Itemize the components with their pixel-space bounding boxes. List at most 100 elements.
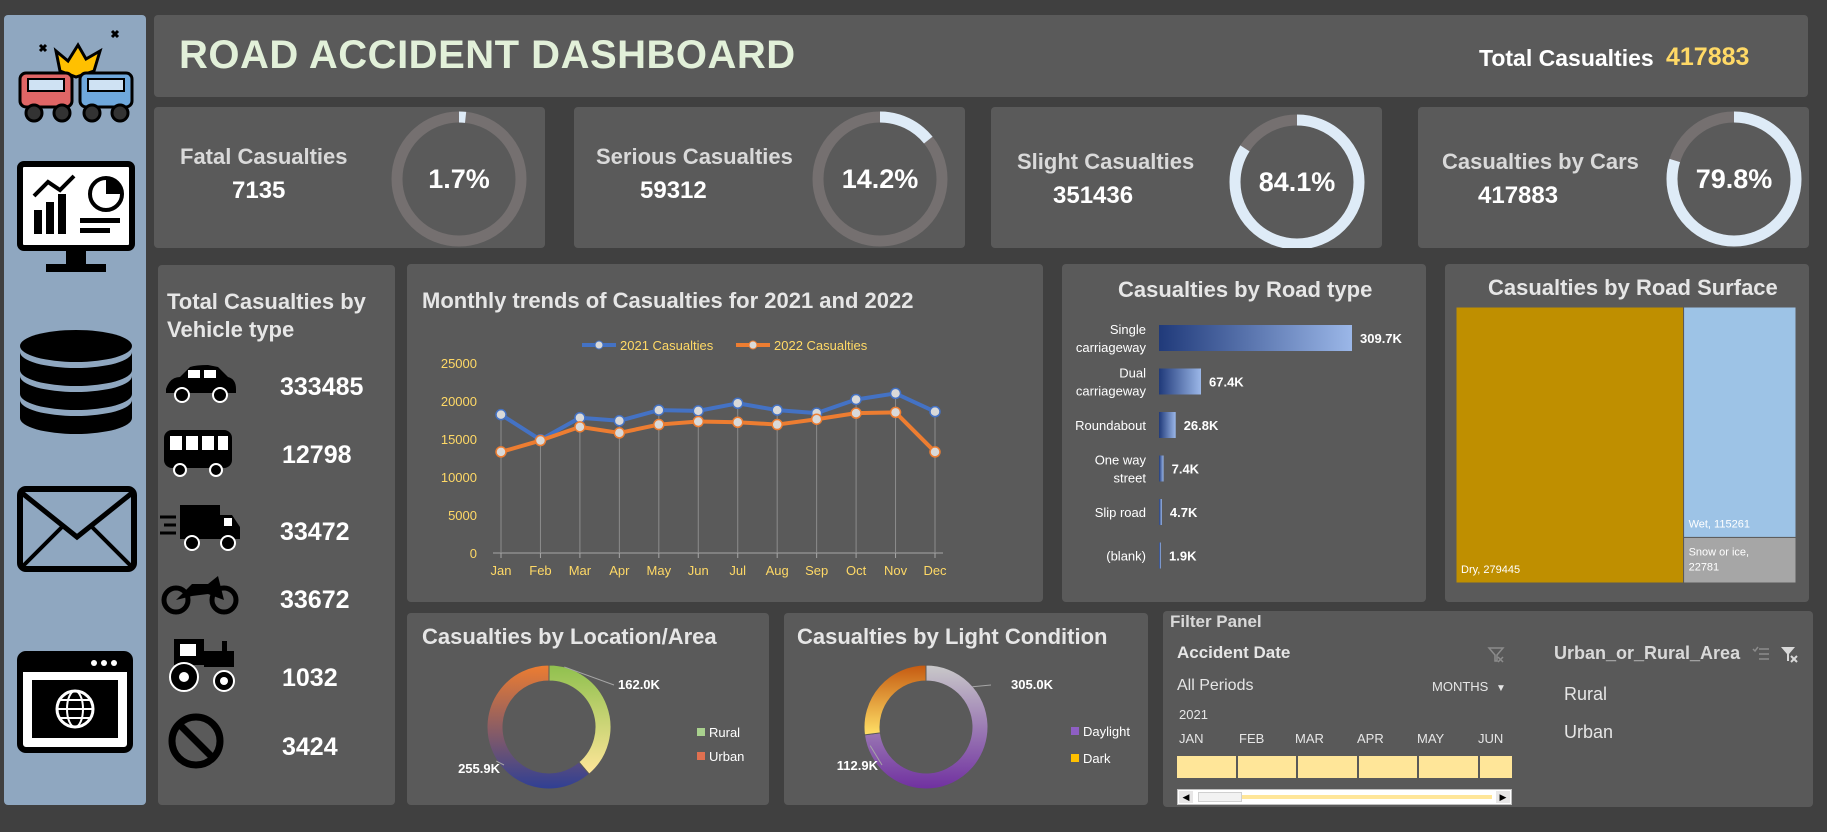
timeline-month: FEB [1239, 731, 1265, 746]
bar [1159, 542, 1161, 569]
timeline-month: MAY [1417, 731, 1445, 746]
legend-swatch [697, 728, 705, 736]
ring-track [101, 660, 107, 666]
mail-icon[interactable] [17, 486, 137, 572]
x-tick-label: Feb [529, 563, 551, 578]
timeline-month-bar[interactable] [1358, 756, 1418, 778]
treemap-label: Wet, 115261 [1689, 518, 1750, 530]
vehicle-value-tractor: 1032 [282, 664, 338, 692]
legend-label: Dark [1083, 751, 1111, 766]
timeline-month-bars [1177, 756, 1513, 778]
x-tick-label: Jul [729, 563, 746, 578]
kpi-card-fatal: Fatal Casualties 7135 1.7% [154, 107, 545, 248]
kpi-percent: 14.2% [842, 164, 919, 194]
x-tick-label: Jun [688, 563, 709, 578]
x-tick-label: Dec [923, 563, 947, 578]
bar [1159, 368, 1202, 395]
timeline-scrollbar[interactable]: ◀ ▶ [1177, 789, 1512, 805]
multi-select-icon[interactable] [1752, 645, 1770, 663]
leader-line [869, 745, 883, 766]
dashboard-monitor-icon[interactable] [17, 161, 135, 272]
treemap-cell-dry [1455, 306, 1685, 584]
timeline-month: APR [1357, 731, 1384, 746]
bar-chart: Single carriageway 309.7K Dual carriageway 67… [1075, 322, 1403, 569]
timeline-month-bar[interactable] [1177, 756, 1236, 778]
scroll-left-icon[interactable]: ◀ [1179, 791, 1193, 803]
kpi-ring-fill [812, 111, 948, 247]
vehicle-value-bus: 12798 [282, 441, 352, 469]
category-label: One way [1095, 453, 1147, 468]
vehicle-value-car: 333485 [280, 373, 364, 401]
kpi-label: Fatal Casualties [180, 144, 348, 169]
bar [1159, 325, 1352, 351]
web-browser-icon[interactable] [17, 651, 133, 753]
data-point [731, 397, 744, 410]
series-line [500, 410, 937, 454]
ring-track [220, 535, 236, 551]
data-point [810, 413, 823, 425]
chart-title: Casualties by Road type [1118, 277, 1373, 302]
donut-slice-daylight [863, 664, 989, 790]
van-icon [160, 505, 240, 551]
x-tick-label: Sep [805, 563, 828, 578]
car-crash-icon[interactable] [18, 29, 134, 123]
kpi-label: Serious Casualties [596, 144, 793, 169]
light-donut-chart: 305.0K 112.9K Daylight Dark [837, 664, 1130, 790]
timeline-month-bar[interactable] [1419, 756, 1478, 778]
y-tick-label: 25000 [441, 356, 477, 371]
timeline-unit-dropdown[interactable]: MONTHS ▼ [1432, 679, 1506, 694]
vehicle-panel-title-line1: Total Casualties by [167, 289, 366, 314]
bar [1159, 455, 1164, 482]
y-tick-label: 0 [470, 546, 477, 561]
data-point [574, 421, 586, 433]
area-option-rural[interactable]: Rural [1564, 684, 1608, 704]
road-type-card: Casualties by Road type Single carriagewa… [1062, 264, 1426, 602]
timeline-unit-label: MONTHS [1432, 679, 1489, 694]
vehicle-value-motorcycle: 33672 [280, 586, 350, 614]
scrollbar-thumb[interactable] [1198, 792, 1242, 802]
scroll-right-icon[interactable]: ▶ [1496, 791, 1510, 803]
data-label: 26.8K [1184, 418, 1219, 433]
data-label: 7.4K [1172, 462, 1200, 477]
kpi-value: 351436 [1053, 182, 1134, 209]
prohibited-icon [168, 713, 224, 769]
chart-title: Casualties by Light Condition [797, 624, 1108, 649]
kpi-card-cars: Casualties by Cars 417883 79.8% [1418, 107, 1809, 248]
clear-filter-icon[interactable] [1779, 644, 1799, 664]
kpi-ring-fill [1229, 114, 1365, 248]
timeline-month-labels: JAN FEB MAR APR MAY JUN [1177, 731, 1512, 751]
data-label: 67.4K [1209, 375, 1244, 390]
category-label: Roundabout [1075, 418, 1146, 433]
area-slicer-title: Urban_or_Rural_Area [1554, 643, 1741, 663]
category-label: Slip road [1095, 505, 1146, 520]
timeline-period-label: All Periods [1177, 677, 1254, 694]
category-label: Single [1110, 322, 1146, 337]
category-label: carriageway [1076, 340, 1147, 355]
legend-marker [594, 340, 604, 350]
data-point [613, 427, 626, 439]
timeline-month-bar[interactable] [1479, 756, 1513, 778]
kpi-value: 417883 [1478, 182, 1559, 209]
monthly-trend-card: Monthly trends of Casualties for 2021 an… [407, 264, 1043, 602]
timeline-title: Accident Date [1177, 643, 1291, 662]
ring-track [212, 387, 228, 403]
location-donut-chart: 162.0K 255.9K Rural Urban [458, 664, 744, 790]
ring-track [209, 463, 223, 477]
date-timeline-slicer: Accident Date All Periods MONTHS ▼ 2021 … [1177, 642, 1515, 805]
data-point [495, 446, 507, 458]
clear-filter-icon[interactable] [1487, 645, 1505, 663]
data-point [692, 405, 705, 417]
treemap-label: Dry, 279445 [1461, 564, 1520, 576]
chart-title: Monthly trends of Casualties for 2021 an… [422, 288, 914, 313]
ring-track [209, 585, 239, 615]
timeline-month-bar[interactable] [1237, 756, 1297, 778]
area-option-urban[interactable]: Urban [1564, 722, 1614, 742]
kpi-value: 7135 [232, 177, 286, 204]
category-label: carriageway [1076, 384, 1147, 399]
timeline-month-bar[interactable] [1298, 756, 1357, 778]
kpi-ring-slight: 84.1% [1229, 114, 1365, 248]
data-label: 255.9K [458, 761, 501, 776]
database-icon[interactable] [20, 330, 132, 434]
data-point [731, 416, 744, 429]
data-point [653, 404, 665, 416]
